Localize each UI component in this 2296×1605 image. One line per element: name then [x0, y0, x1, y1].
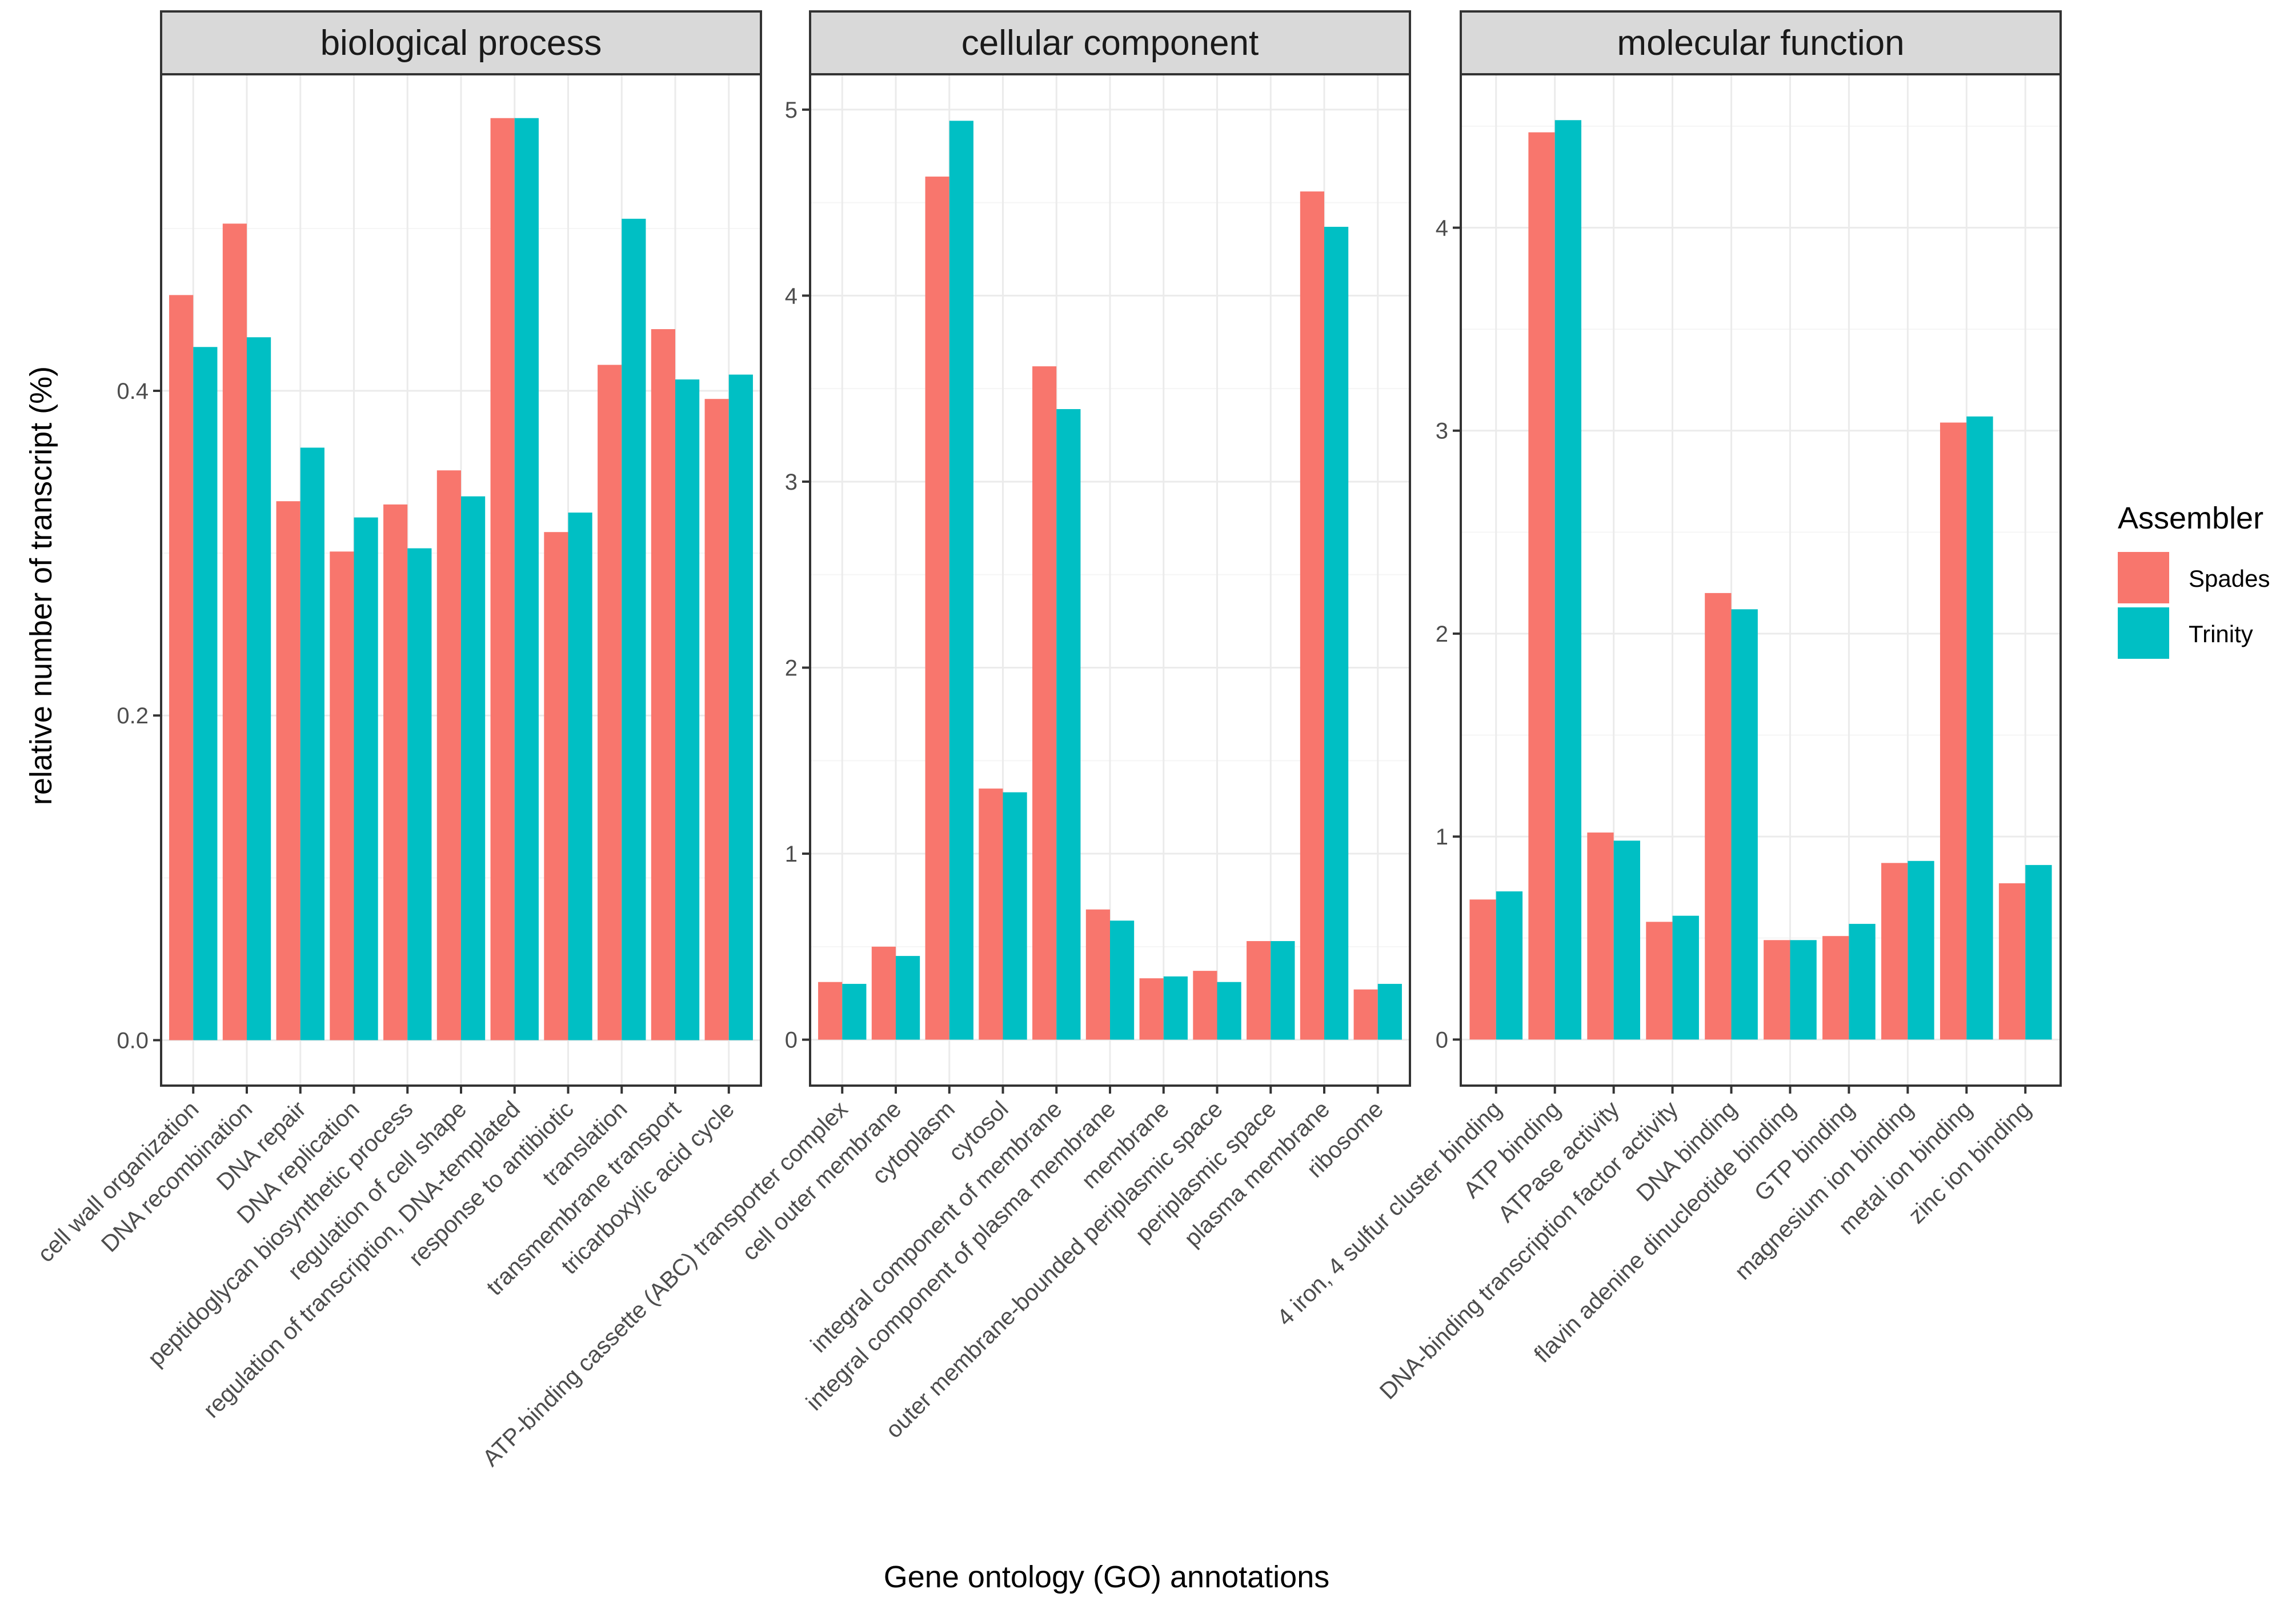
- bar-trinity-4-iron-4-sulfur-cluster-binding: [1496, 891, 1523, 1040]
- bar-trinity-tricarboxylic-acid-cycle: [728, 374, 753, 1040]
- facet-strip: [1460, 10, 2062, 75]
- bar-spades-plasma-membrane: [1300, 191, 1324, 1040]
- bar-spades-flavin-adenine-dinucleotide-binding: [1764, 940, 1790, 1040]
- bar-trinity-cytoplasm: [949, 121, 973, 1040]
- bar-trinity-atp-binding: [1554, 120, 1582, 1040]
- bar-trinity-dna-binding-transcription-factor-activity: [1672, 915, 1699, 1040]
- bar-trinity-integral-component-of-membrane: [1056, 409, 1081, 1040]
- panel-border: [809, 73, 1411, 1087]
- x-axis-title: Gene ontology (GO) annotations: [884, 1560, 1329, 1594]
- bar-spades-dna-binding-transcription-factor-activity: [1646, 922, 1673, 1040]
- bar-spades-metal-ion-binding: [1940, 422, 1967, 1040]
- bar-spades-4-iron-4-sulfur-cluster-binding: [1469, 899, 1496, 1040]
- bar-spades-ribosome: [1353, 989, 1378, 1040]
- bar-spades-response-to-antibiotic: [544, 532, 568, 1040]
- y-tick-label: 3: [785, 470, 798, 495]
- panel-border: [160, 73, 762, 1087]
- bar-trinity-atpase-activity: [1613, 840, 1640, 1040]
- bar-trinity-cell-outer-membrane: [896, 956, 920, 1040]
- bar-spades-membrane: [1139, 978, 1164, 1040]
- legend-key-trinity: [2118, 607, 2169, 659]
- y-axis-title: relative number of transcript (%): [24, 366, 58, 805]
- bar-trinity-cell-wall-organization: [193, 347, 218, 1040]
- bar-spades-peptidoglycan-biosynthetic-process: [383, 504, 408, 1040]
- y-tick-label: 4: [1436, 216, 1448, 241]
- bar-trinity-regulation-of-cell-shape: [461, 496, 486, 1040]
- y-tick-label: 2: [785, 655, 798, 681]
- y-tick-label: 3: [1436, 419, 1448, 444]
- bar-spades-atp-binding-cassette-abc-transporter-complex: [818, 982, 843, 1040]
- legend-label-spades: Spades: [2189, 565, 2270, 592]
- bar-spades-cell-outer-membrane: [871, 946, 896, 1040]
- bar-trinity-peptidoglycan-biosynthetic-process: [407, 548, 432, 1040]
- y-tick-label: 4: [785, 283, 798, 309]
- bar-trinity-transmembrane-transport: [675, 379, 700, 1040]
- bar-spades-outer-membrane-bounded-periplasmic-space: [1193, 971, 1217, 1040]
- bar-spades-atp-binding: [1528, 132, 1555, 1040]
- y-tick-label: 5: [785, 98, 798, 123]
- bar-trinity-metal-ion-binding: [1966, 416, 1993, 1040]
- y-tick-label: 0.2: [117, 703, 149, 729]
- bar-spades-translation: [598, 365, 622, 1040]
- bar-spades-transmembrane-transport: [651, 329, 675, 1040]
- legend: Assembler Spades Trinity: [2118, 501, 2270, 659]
- bar-spades-integral-component-of-membrane: [1032, 366, 1057, 1040]
- bar-spades-cytosol: [979, 789, 1003, 1040]
- y-tick-label: 1: [1436, 824, 1448, 850]
- bar-trinity-flavin-adenine-dinucleotide-binding: [1790, 940, 1817, 1040]
- y-tick-label: 0: [1436, 1027, 1448, 1052]
- bar-trinity-gtp-binding: [1849, 923, 1876, 1040]
- y-tick-label: 2: [1436, 622, 1448, 647]
- bar-spades-cytoplasm: [925, 177, 949, 1040]
- bar-trinity-outer-membrane-bounded-periplasmic-space: [1217, 982, 1241, 1040]
- bar-trinity-dna-replication: [354, 517, 378, 1040]
- y-tick-label: 0.4: [117, 379, 149, 404]
- bar-trinity-plasma-membrane: [1324, 226, 1349, 1040]
- facet-strip: [160, 10, 762, 75]
- bar-spades-integral-component-of-plasma-membrane: [1085, 909, 1110, 1040]
- bar-trinity-response-to-antibiotic: [568, 513, 592, 1040]
- y-tick-label: 1: [785, 842, 798, 867]
- bar-trinity-regulation-of-transcription-dna-templated: [514, 118, 539, 1040]
- legend-title: Assembler: [2118, 501, 2263, 535]
- bar-spades-dna-replication: [330, 551, 354, 1040]
- bar-spades-magnesium-ion-binding: [1881, 863, 1908, 1040]
- bar-spades-regulation-of-transcription-dna-templated: [490, 118, 515, 1040]
- bar-spades-zinc-ion-binding: [1998, 883, 2026, 1040]
- bar-trinity-translation: [622, 218, 646, 1040]
- bar-spades-periplasmic-space: [1247, 941, 1271, 1040]
- bar-trinity-cytosol: [1003, 792, 1027, 1040]
- bar-trinity-ribosome: [1377, 983, 1402, 1040]
- bar-spades-tricarboxylic-acid-cycle: [704, 399, 729, 1040]
- bar-trinity-atp-binding-cassette-abc-transporter-complex: [842, 983, 867, 1040]
- legend-label-trinity: Trinity: [2189, 621, 2253, 647]
- bar-spades-gtp-binding: [1822, 936, 1849, 1040]
- bar-spades-dna-binding: [1705, 593, 1732, 1040]
- panel-border: [1460, 73, 2062, 1087]
- bar-trinity-periplasmic-space: [1271, 941, 1295, 1040]
- bar-trinity-dna-repair: [300, 447, 324, 1040]
- y-tick-label: 0.0: [117, 1028, 149, 1053]
- bar-spades-regulation-of-cell-shape: [436, 470, 461, 1040]
- facet-strip-title: biological process: [320, 23, 602, 63]
- bar-spades-dna-recombination: [222, 223, 247, 1040]
- bar-spades-cell-wall-organization: [169, 295, 194, 1040]
- bar-spades-atpase-activity: [1587, 832, 1614, 1040]
- bar-trinity-zinc-ion-binding: [2025, 864, 2052, 1040]
- legend-key-spades: [2118, 552, 2169, 603]
- bar-spades-dna-repair: [276, 501, 300, 1040]
- bar-trinity-dna-binding: [1731, 609, 1758, 1040]
- bar-trinity-membrane: [1163, 976, 1188, 1040]
- bar-trinity-integral-component-of-plasma-membrane: [1110, 920, 1135, 1040]
- bar-trinity-dna-recombination: [247, 337, 271, 1040]
- facet-strip-title: molecular function: [1617, 23, 1904, 63]
- bar-trinity-magnesium-ion-binding: [1908, 860, 1934, 1040]
- facet-strip-title: cellular component: [961, 23, 1259, 63]
- y-tick-label: 0: [785, 1028, 798, 1053]
